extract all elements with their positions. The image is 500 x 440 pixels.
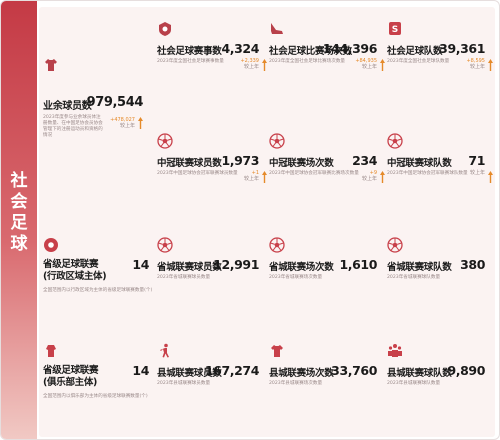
tile-description: 2023年县城联赛球员数量: [157, 381, 211, 386]
tile-description: 2023年省城联赛球队数量: [387, 275, 441, 280]
tile-label: 社会足球比赛场次数: [269, 46, 352, 57]
tile-description: 2023年度全国社会足球赛事数量: [157, 59, 224, 64]
tile-cml-teams: 中冠联赛球队数 71 2023年中国足球协会冠军联赛球队数量 较上年: [387, 133, 493, 213]
tile-label: 省城联赛球队数: [387, 262, 452, 273]
shield-icon: S: [389, 22, 401, 35]
badge-icon: [159, 22, 171, 36]
tile-province-matches: 省城联赛场次数 1,610 2023年省城联赛场次数量: [269, 237, 385, 317]
tile-social-teams: S 社会足球队数 39,361 2023年度全国社会足球队数量 +8,595 较上…: [387, 21, 493, 97]
ball-icon: [387, 237, 403, 253]
up-arrow-icon: [488, 59, 493, 71]
tile-county-matches: 县城联赛场次数 33,760 2023年县城联赛场次数量: [269, 343, 385, 423]
kicker-icon: [160, 343, 169, 358]
section-title-char: 会: [10, 192, 28, 212]
section-title: 社会足球: [1, 171, 37, 255]
tile-cml-matches: 中冠联赛场次数 234 2023年中国足球协会冠军联赛比赛场次数量 +9 较上年: [269, 133, 385, 213]
tile-description: 2023年度参与业余球员体注册数量、在中国足协会员协会管理下的注册运动员和资格的…: [43, 115, 103, 138]
shirt-icon: [271, 345, 283, 357]
tile-value: 14: [132, 257, 149, 272]
tile-description: 2023年中国足球协会冠军联赛比赛场次数量: [269, 171, 359, 176]
section-title-char: 足: [10, 213, 28, 233]
tile-description: 2023年中国足球协会冠军联赛球队数量: [387, 171, 468, 176]
tile-social-matches: 社会足球比赛场次数 144,396 2023年度全国社会足球比赛场次数量 +84…: [269, 21, 385, 97]
tile-amateur-players: 业余球员数 979,544 2023年度参与业余球员体注册数量、在中国足协会员协…: [43, 57, 147, 157]
up-arrow-icon: [488, 171, 493, 183]
svg-text:S: S: [392, 25, 398, 35]
player-icon: [46, 345, 56, 357]
up-arrow-icon: [262, 171, 267, 183]
section-title-char: 球: [10, 234, 28, 254]
tile-province-players: 省城联赛球员数 12,991 2023年省城联赛球员数量: [157, 237, 267, 317]
tile-label: 省级足球联赛 (行政区域主体): [43, 259, 107, 282]
tile-value: 1,973: [221, 153, 259, 168]
tile-label: 省城联赛场次数: [269, 262, 334, 273]
tile-label: 县城联赛场次数: [269, 368, 334, 379]
tile-value: 380: [460, 257, 485, 272]
tile-value: 71: [468, 153, 485, 168]
tile-value: 14: [132, 363, 149, 378]
tile-value: 979,544: [86, 95, 144, 110]
tile-value: 33,760: [331, 363, 377, 378]
tile-value: 234: [352, 153, 377, 168]
tile-label: 社会足球队数: [387, 46, 443, 57]
tile-value: 39,361: [439, 41, 485, 56]
tile-label: 省级足球联赛 (俱乐部主体): [43, 365, 99, 388]
tile-description: 2023年度全国社会足球比赛场次数量: [269, 59, 346, 64]
tile-label: 社会足球赛事数: [157, 46, 222, 57]
tile-label: 业余球员数: [43, 101, 92, 112]
tile-change: +8,595 较上年: [466, 58, 485, 70]
tile-province-teams: 省城联赛球队数 380 2023年省城联赛球队数量: [387, 237, 493, 317]
tile-description: 2023年县城联赛球队数量: [387, 381, 441, 386]
tile-change: +9 较上年: [361, 170, 377, 182]
ball-icon: [157, 133, 173, 149]
tile-label: 中冠联赛球员数: [157, 158, 222, 169]
tile-description: 2023年中国足球协会冠军联赛球员数量: [157, 171, 238, 176]
tile-description: 2023年省城联赛场次数量: [269, 275, 323, 280]
tile-value: 167,274: [204, 363, 260, 378]
tile-county-teams: 县城联赛球队数 9,890 2023年县城联赛球队数量: [387, 343, 493, 423]
section-sidebar: 社会足球: [1, 1, 37, 439]
ball-icon: [157, 237, 173, 253]
team-icon: [388, 344, 402, 357]
tile-description: 全国范围内以行政区域为主体的省级足球联赛数量(个): [43, 288, 153, 293]
ball-icon: [387, 133, 403, 149]
tile-description: 2023年省城联赛球员数量: [157, 275, 211, 280]
tile-description: 2023年县城联赛场次数量: [269, 381, 323, 386]
up-arrow-icon: [262, 59, 267, 71]
tile-value: 1,610: [339, 257, 377, 272]
tile-value: 9,890: [447, 363, 485, 378]
tile-social-events: 社会足球赛事数 4,324 2023年度全国社会足球赛事数量 +2,339 较上年: [157, 21, 267, 97]
tile-provincial-league-region: 省级足球联赛 (行政区域主体) 14 全国范围内以行政区域为主体的省级足球联赛数…: [43, 237, 153, 327]
tile-label: 中冠联赛球队数: [387, 158, 452, 169]
tile-label: 县城联赛球员数: [157, 368, 222, 379]
up-arrow-icon: [380, 171, 385, 183]
tile-label: 县城联赛球队数: [387, 368, 452, 379]
stats-panel: 业余球员数 979,544 2023年度参与业余球员体注册数量、在中国足协会员协…: [39, 7, 495, 437]
tile-label: 中冠联赛场次数: [269, 158, 334, 169]
jersey-icon: [45, 59, 57, 71]
tile-county-players: 县城联赛球员数 167,274 2023年县城联赛球员数量: [157, 343, 267, 423]
tile-cml-players: 中冠联赛球员数 1,973 2023年中国足球协会冠军联赛球员数量 +1 较上年: [157, 133, 267, 213]
tile-change: +84,935 较上年: [355, 58, 377, 70]
tile-description: 全国范围内以俱乐部为主体的省级足球联赛数量(个): [43, 394, 148, 399]
tile-change: 较上年: [469, 170, 485, 176]
tile-change: +2,339 较上年: [240, 58, 259, 70]
tile-value: 4,324: [221, 41, 259, 56]
soccer-icon: [44, 238, 58, 252]
up-arrow-icon: [138, 117, 143, 129]
tile-provincial-league-club: 省级足球联赛 (俱乐部主体) 14 全国范围内以俱乐部为主体的省级足球联赛数量(…: [43, 343, 153, 433]
tile-label: 省城联赛球员数: [157, 262, 222, 273]
tile-value: 144,396: [322, 41, 378, 56]
ball-icon: [269, 133, 285, 149]
tile-change: +1 较上年: [243, 170, 259, 182]
up-arrow-icon: [380, 59, 385, 71]
tile-value: 12,991: [213, 257, 259, 272]
tile-change: +478,027 较上年: [110, 117, 135, 129]
tile-description: 2023年度全国社会足球队数量: [387, 59, 450, 64]
ball-icon: [269, 237, 285, 253]
cleat-icon: [271, 23, 283, 34]
section-title-char: 社: [10, 171, 28, 191]
